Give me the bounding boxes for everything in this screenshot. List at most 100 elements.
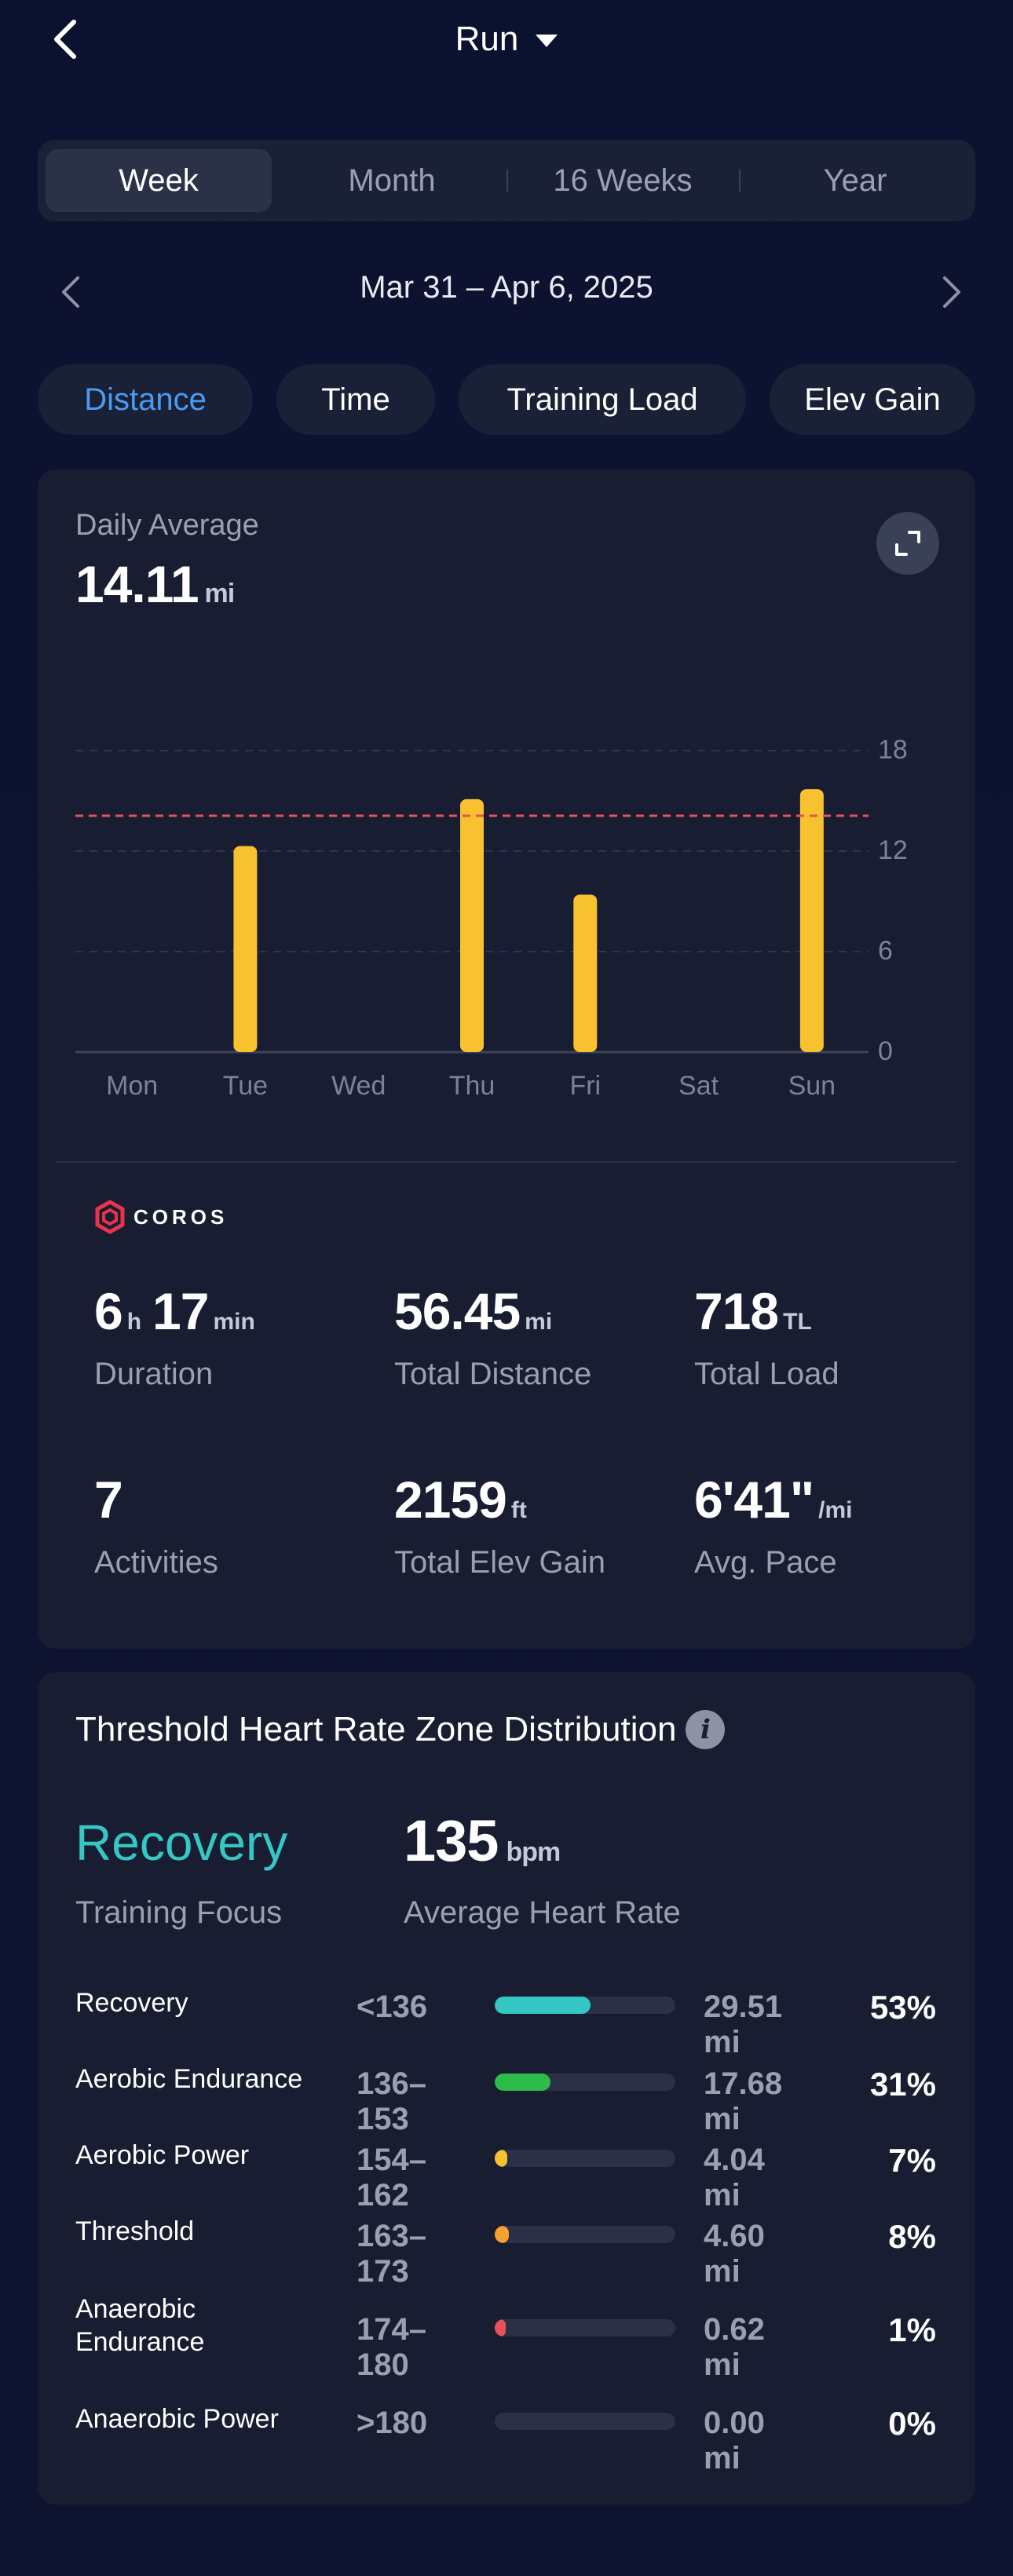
chip-training-load[interactable]: Training Load xyxy=(459,364,746,435)
zone-name-threshold: Threshold xyxy=(75,2216,195,2246)
zone-range-threshold: 163–173 xyxy=(357,2219,426,2289)
zone-bar-aerobic-endurance xyxy=(495,2074,675,2091)
card-divider xyxy=(57,1161,956,1163)
zone-range-aerobic-endurance: 136–153 xyxy=(357,2066,426,2136)
bar-tue xyxy=(233,846,258,1052)
zone-range-anaerobic-endurance: 174–180 xyxy=(357,2312,426,2382)
y-tick-label: 18 xyxy=(878,735,908,765)
duration-hours-unit: h xyxy=(126,1309,142,1335)
stat-duration-label: Duration xyxy=(94,1357,214,1391)
next-period-button[interactable] xyxy=(934,271,969,313)
x-tick-label: Sun xyxy=(788,1071,836,1101)
stat-elev-gain-value: 2159 ft xyxy=(394,1470,538,1529)
coros-logo: COROS xyxy=(94,1200,228,1234)
tab-week[interactable]: Week xyxy=(46,149,272,212)
zone-bar-fill-aerobic-power xyxy=(495,2150,508,2167)
page-title: Run xyxy=(455,20,519,58)
distance-summary-card xyxy=(38,470,975,1649)
zone-name-anaerobic-power: Anaerobic Power xyxy=(75,2404,279,2434)
zone-percent-aerobic-endurance: 31% xyxy=(869,2066,936,2103)
stat-total-distance-label: Total Distance xyxy=(394,1357,592,1391)
training-focus-value: Recovery xyxy=(75,1814,288,1871)
zone-name-aerobic-endurance: Aerobic Endurance xyxy=(75,2064,303,2094)
zone-name-aerobic-power: Aerobic Power xyxy=(75,2140,250,2170)
zone-percent-anaerobic-power: 0% xyxy=(888,2405,936,2442)
stat-duration-value: 6 h 17 min xyxy=(94,1281,266,1341)
hr-zone-title: Threshold Heart Rate Zone Distribution xyxy=(75,1710,677,1748)
chevron-right-icon xyxy=(943,276,960,308)
chip-elev-gain[interactable]: Elev Gain xyxy=(770,364,975,435)
x-tick-label: Mon xyxy=(106,1071,158,1101)
tab-16-weeks[interactable]: 16 Weeks xyxy=(553,163,693,198)
total-load-unit: TL xyxy=(783,1309,812,1335)
chip-distance[interactable]: Distance xyxy=(38,364,253,435)
zone-distance-aerobic-endurance: 17.68 mi xyxy=(704,2066,783,2136)
elev-gain-number: 2159 xyxy=(394,1471,507,1529)
duration-minutes: 17 xyxy=(152,1282,209,1340)
bar-fri xyxy=(573,894,598,1052)
total-load-number: 718 xyxy=(694,1282,779,1340)
daily-average-unit: mi xyxy=(204,579,236,608)
zone-distance-recovery: 29.51 mi xyxy=(704,1990,783,2059)
total-distance-number: 56.45 xyxy=(394,1282,521,1340)
daily-average-label: Daily Average xyxy=(75,509,259,542)
zone-bar-fill-recovery xyxy=(495,1997,591,2014)
caret-down-icon xyxy=(536,35,558,47)
duration-minutes-unit: min xyxy=(213,1309,255,1335)
stat-avg-pace-label: Avg. Pace xyxy=(694,1545,837,1580)
tab-year[interactable]: Year xyxy=(823,163,887,198)
previous-period-button[interactable] xyxy=(53,271,88,313)
distance-bar-chart: 0 6 12 18 Mon Tue Wed Thu Fri Sat Sun xyxy=(75,735,908,1101)
zone-distance-anaerobic-power: 0.00 mi xyxy=(704,2406,765,2476)
tab-month[interactable]: Month xyxy=(348,163,436,198)
expand-chart-button[interactable] xyxy=(876,512,939,575)
segment-divider xyxy=(739,170,741,192)
date-range: Mar 31 – Apr 6, 2025 xyxy=(360,270,653,305)
zone-range-anaerobic-power: >180 xyxy=(357,2406,428,2440)
zone-distance-aerobic-power: 4.04 mi xyxy=(704,2143,765,2212)
expand-icon xyxy=(895,531,920,556)
zone-percent-recovery: 53% xyxy=(869,1989,936,2026)
zone-bar-fill-threshold xyxy=(495,2226,510,2243)
bar-sun xyxy=(799,789,824,1052)
x-tick-label: Fri xyxy=(569,1071,601,1101)
stat-total-load-label: Total Load xyxy=(694,1357,839,1391)
zone-bar-fill-anaerobic-endurance xyxy=(495,2319,506,2337)
zone-percent-threshold: 8% xyxy=(888,2218,936,2255)
activities-number: 7 xyxy=(94,1471,123,1529)
stat-total-load-value: 718 TL xyxy=(694,1281,823,1341)
info-icon[interactable]: i xyxy=(686,1710,726,1749)
daily-average-number: 14.11 xyxy=(75,555,199,613)
chip-time[interactable]: Time xyxy=(276,364,435,435)
zone-percent-aerobic-power: 7% xyxy=(888,2142,936,2179)
chevron-left-icon xyxy=(54,20,76,59)
zone-distance-threshold: 4.60 mi xyxy=(704,2219,765,2289)
zone-range-aerobic-power: 154–162 xyxy=(357,2143,426,2212)
zone-name-anaerobic-endurance: Anaerobic Endurance xyxy=(75,2294,205,2357)
zone-bar-aerobic-power xyxy=(495,2150,675,2167)
chevron-left-icon xyxy=(62,276,79,308)
back-button[interactable] xyxy=(41,16,88,63)
stat-avg-pace-value: 6'41"/mi xyxy=(694,1470,863,1529)
duration-hours: 6 xyxy=(94,1282,123,1340)
x-tick-label: Sat xyxy=(678,1071,719,1101)
average-heart-rate-number: 135 xyxy=(404,1808,499,1873)
x-tick-label: Thu xyxy=(449,1071,496,1101)
stat-elev-gain-label: Total Elev Gain xyxy=(394,1545,606,1580)
y-tick-label: 0 xyxy=(878,1036,893,1066)
hr-zone-title-row: Threshold Heart Rate Zone Distribution i xyxy=(75,1710,726,1749)
zone-bar-anaerobic-endurance xyxy=(495,2319,675,2337)
total-distance-unit: mi xyxy=(525,1309,553,1335)
average-heart-rate-label: Average Heart Rate xyxy=(404,1895,681,1930)
coros-wordmark: COROS xyxy=(133,1204,229,1229)
stat-activities-value: 7 xyxy=(94,1470,123,1529)
avg-pace-unit: /mi xyxy=(818,1497,853,1523)
stat-activities-label: Activities xyxy=(94,1545,218,1580)
stat-total-distance-value: 56.45 mi xyxy=(394,1281,563,1341)
coros-hexagon-icon xyxy=(95,1200,125,1234)
zone-bar-anaerobic-power xyxy=(495,2413,675,2430)
activity-type-selector[interactable]: Run xyxy=(0,14,1013,64)
elev-gain-unit: ft xyxy=(510,1497,527,1523)
bar-thu xyxy=(460,798,484,1052)
avg-pace-number: 6'41" xyxy=(694,1471,814,1529)
